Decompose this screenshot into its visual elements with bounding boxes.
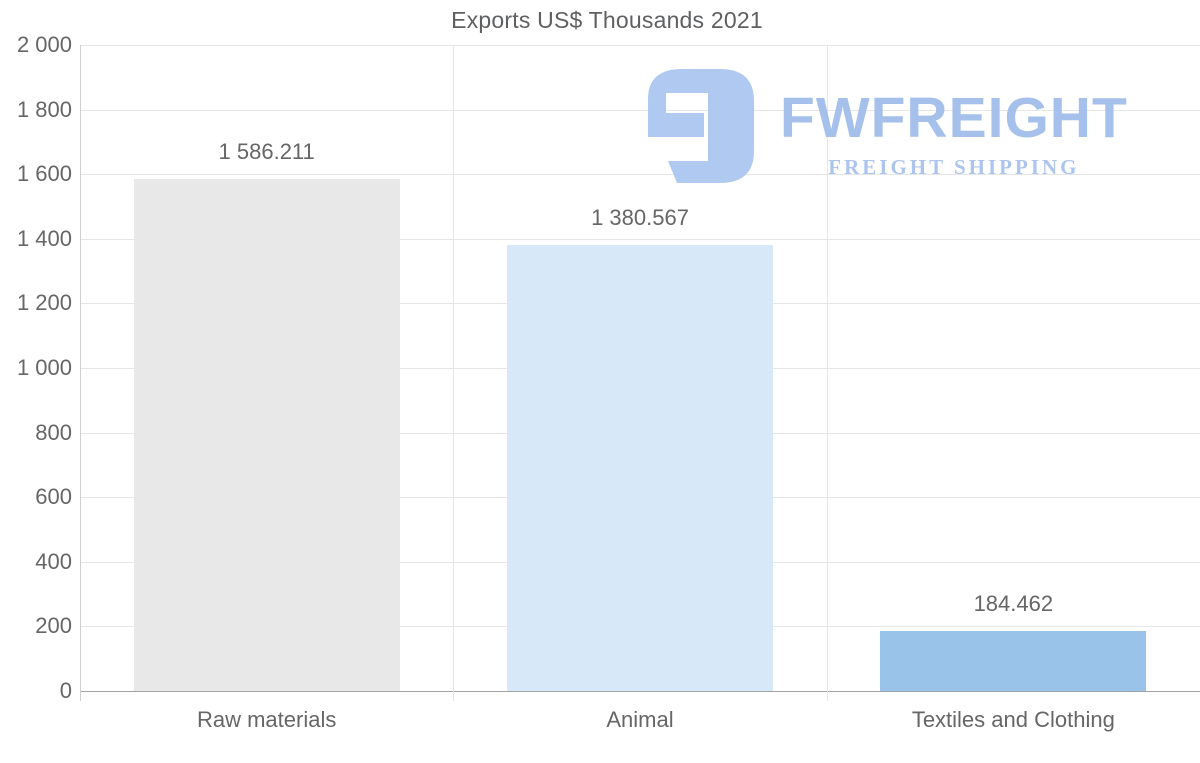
gridline: [80, 238, 1200, 240]
gridline: [80, 174, 1200, 176]
bar: [880, 631, 1147, 691]
y-tick-label: 800: [35, 419, 72, 445]
y-tick-label: 0: [59, 678, 72, 703]
y-tick-label: 1 400: [16, 225, 72, 251]
bar-value-label: 1 380.567: [591, 205, 689, 231]
x-category-label: Textiles and Clothing: [911, 707, 1115, 732]
y-tick-label: 400: [35, 548, 72, 574]
y-tick-label: 600: [35, 484, 72, 510]
plot-area: 1 586.211 Raw materials 1 380.567 Animal 184…: [80, 45, 1200, 732]
logo-subtext: FREIGHT SHIPPING: [828, 155, 1080, 179]
chart-title: Exports US$ Thousands 2021: [451, 7, 763, 33]
category-separator-line: [453, 45, 455, 701]
y-tick-label: 1 200: [16, 290, 72, 316]
gridline: [80, 45, 1200, 46]
bar-value-label: 1 586.211: [218, 138, 315, 164]
x-category-label: Raw materials: [196, 707, 337, 732]
bar: [507, 245, 773, 691]
x-category-label: Animal: [606, 707, 674, 732]
category-separator-line: [826, 45, 828, 701]
bar: [133, 178, 400, 691]
freight-logo-icon: [648, 69, 754, 183]
bar-value-label: 184.462: [973, 591, 1054, 617]
y-tick-label: 1 000: [16, 355, 72, 380]
logo-text: FWFREIGHT: [780, 86, 1128, 150]
y-tick-label: 2 000: [16, 32, 72, 57]
gridline: [80, 691, 1200, 692]
y-axis-line: [80, 45, 81, 701]
logo-text-block: FWFREIGHT FREIGHT SHIPPING: [780, 66, 1128, 180]
y-tick-label: 1 800: [16, 96, 72, 122]
gridline: [80, 109, 1200, 111]
y-tick-label: 1 600: [16, 161, 72, 187]
y-tick-label: 200: [35, 613, 72, 639]
watermark-logo: FWFREIGHT FREIGHT SHIPPING: [646, 66, 1128, 186]
